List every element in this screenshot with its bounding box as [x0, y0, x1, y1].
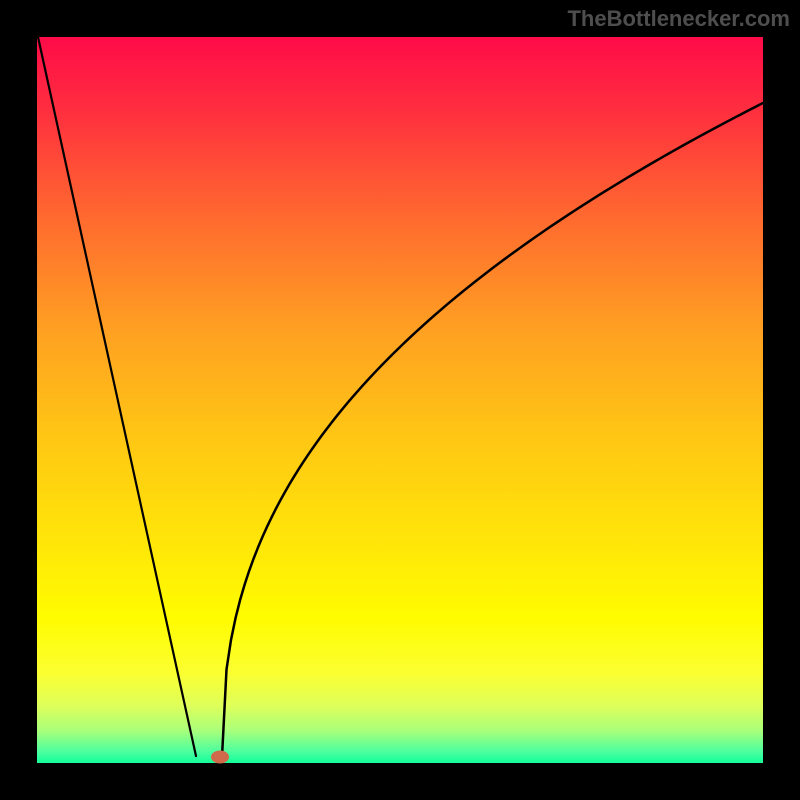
watermark-text: TheBottlenecker.com — [567, 6, 790, 32]
chart-container: TheBottlenecker.com — [0, 0, 800, 800]
chart-svg — [0, 0, 800, 800]
plot-area — [37, 37, 763, 763]
dip-marker — [211, 751, 229, 764]
